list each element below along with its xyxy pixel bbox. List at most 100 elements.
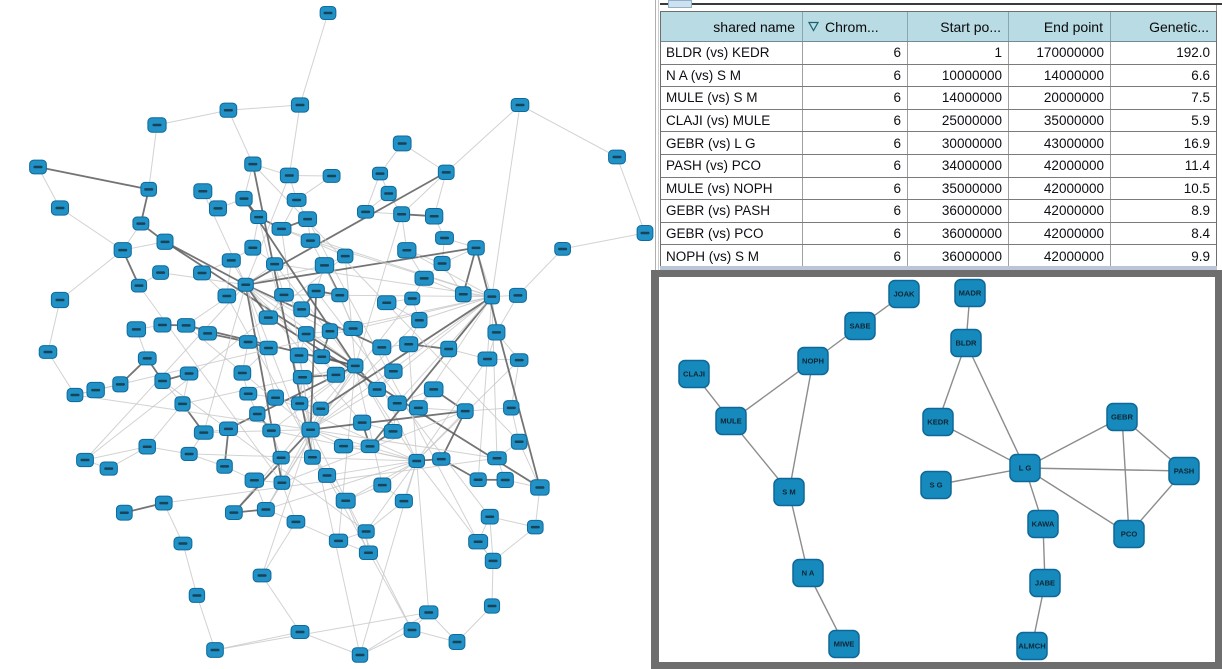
network-node[interactable] (293, 301, 310, 318)
network-node[interactable] (326, 366, 345, 383)
network-node[interactable] (126, 321, 147, 338)
network-node[interactable] (154, 495, 173, 511)
network-node-CLAJI[interactable]: CLAJI (678, 359, 710, 389)
column-header-shared-name[interactable]: shared name (661, 12, 803, 41)
network-node[interactable] (244, 156, 262, 172)
main-network-panel[interactable] (0, 0, 655, 669)
network-canvas-main[interactable] (0, 0, 655, 669)
network-node[interactable] (387, 395, 407, 412)
network-node[interactable] (130, 278, 148, 293)
table-row[interactable]: GEBR (vs) PCO 6 36000000 42000000 8.4 (661, 222, 1216, 246)
network-node[interactable] (384, 363, 403, 379)
network-edge-LG-PASH[interactable] (1024, 467, 1185, 472)
network-node[interactable] (477, 351, 498, 367)
network-node[interactable] (394, 493, 413, 509)
network-node-GEBR[interactable]: GEBR (1106, 402, 1138, 432)
network-node[interactable] (335, 492, 356, 509)
network-node[interactable] (487, 324, 506, 341)
network-node[interactable] (411, 312, 428, 329)
network-node[interactable] (38, 345, 58, 359)
panel-splitter-line[interactable] (655, 0, 656, 270)
network-node[interactable] (256, 502, 275, 517)
network-node[interactable] (360, 439, 380, 454)
network-node[interactable] (217, 288, 237, 304)
table-row[interactable]: GEBR (vs) PASH 6 36000000 42000000 8.9 (661, 200, 1216, 223)
network-node[interactable] (198, 326, 217, 341)
table-row[interactable]: BLDR (vs) KEDR 6 1 170000000 192.0 (661, 42, 1216, 65)
network-node[interactable] (273, 475, 291, 490)
network-node[interactable] (66, 387, 84, 403)
network-node-BLDR[interactable]: BLDR (950, 328, 982, 358)
network-node[interactable] (292, 370, 313, 385)
network-node[interactable] (76, 452, 94, 468)
network-node[interactable] (319, 5, 337, 21)
network-node[interactable] (372, 339, 392, 356)
network-node[interactable] (333, 438, 354, 454)
network-node[interactable] (496, 471, 514, 488)
network-node[interactable] (272, 450, 290, 465)
network-node[interactable] (353, 414, 372, 431)
network-node[interactable] (408, 453, 425, 468)
network-edge-NOPH-SM[interactable] (788, 360, 814, 493)
network-node[interactable] (137, 351, 157, 366)
network-node[interactable] (298, 211, 318, 227)
network-node[interactable] (530, 479, 550, 496)
network-node[interactable] (636, 225, 654, 241)
network-node-KEDR[interactable]: KEDR (922, 407, 954, 437)
network-node[interactable] (404, 291, 421, 306)
network-node[interactable] (153, 317, 172, 333)
network-node[interactable] (380, 185, 397, 202)
network-node[interactable] (510, 97, 530, 113)
network-node[interactable] (238, 335, 258, 349)
network-node[interactable] (244, 472, 265, 488)
network-node[interactable] (448, 634, 466, 650)
network-node[interactable] (29, 159, 47, 175)
network-node[interactable] (347, 358, 364, 374)
network-node[interactable] (510, 433, 528, 450)
network-node[interactable] (321, 323, 339, 339)
network-node[interactable] (437, 164, 455, 180)
network-node[interactable] (154, 372, 171, 390)
network-node[interactable] (174, 396, 191, 412)
network-node[interactable] (152, 265, 170, 280)
network-node[interactable] (397, 242, 417, 259)
network-node[interactable] (233, 365, 252, 381)
table-row[interactable]: MULE (vs) NOPH 6 35000000 42000000 10.5 (661, 177, 1216, 201)
network-node[interactable] (503, 400, 520, 416)
table-row[interactable]: CLAJI (vs) MULE 6 25000000 35000000 5.9 (661, 109, 1216, 133)
filter-funnel-icon[interactable] (808, 21, 819, 32)
network-node[interactable] (50, 200, 70, 216)
table-row[interactable]: GEBR (vs) L G 6 30000000 43000000 16.9 (661, 132, 1216, 155)
network-node[interactable] (206, 642, 224, 658)
network-node[interactable] (358, 545, 378, 561)
network-node[interactable] (351, 647, 369, 663)
network-node-KAWA[interactable]: KAWA (1027, 509, 1059, 539)
network-node-PCO[interactable]: PCO (1113, 519, 1145, 549)
network-node[interactable] (303, 449, 321, 465)
network-node[interactable] (99, 461, 118, 476)
network-node[interactable] (487, 451, 507, 466)
network-node[interactable] (480, 508, 499, 525)
network-node-SABE[interactable]: SABE (844, 311, 876, 341)
network-node[interactable] (554, 242, 571, 256)
network-node[interactable] (244, 239, 262, 256)
network-node[interactable] (509, 353, 529, 367)
column-header-start-po---[interactable]: Start po... (908, 12, 1009, 41)
network-node[interactable] (393, 206, 411, 223)
network-node[interactable] (140, 181, 158, 197)
network-node[interactable] (176, 318, 196, 333)
network-node[interactable] (373, 477, 392, 493)
network-node[interactable] (440, 340, 458, 358)
network-node[interactable] (258, 310, 279, 325)
network-node[interactable] (331, 288, 349, 303)
network-node[interactable] (418, 605, 439, 620)
table-row[interactable]: MULE (vs) S M 6 14000000 20000000 7.5 (661, 87, 1216, 110)
network-node-SG[interactable]: S G (920, 470, 952, 500)
network-node[interactable] (193, 183, 213, 200)
network-node[interactable] (86, 381, 105, 399)
network-node-MULE[interactable]: MULE (715, 406, 747, 436)
network-node[interactable] (262, 423, 281, 438)
network-node-PASH[interactable]: PASH (1168, 456, 1200, 486)
network-node[interactable] (356, 205, 375, 219)
network-node[interactable] (138, 438, 156, 455)
